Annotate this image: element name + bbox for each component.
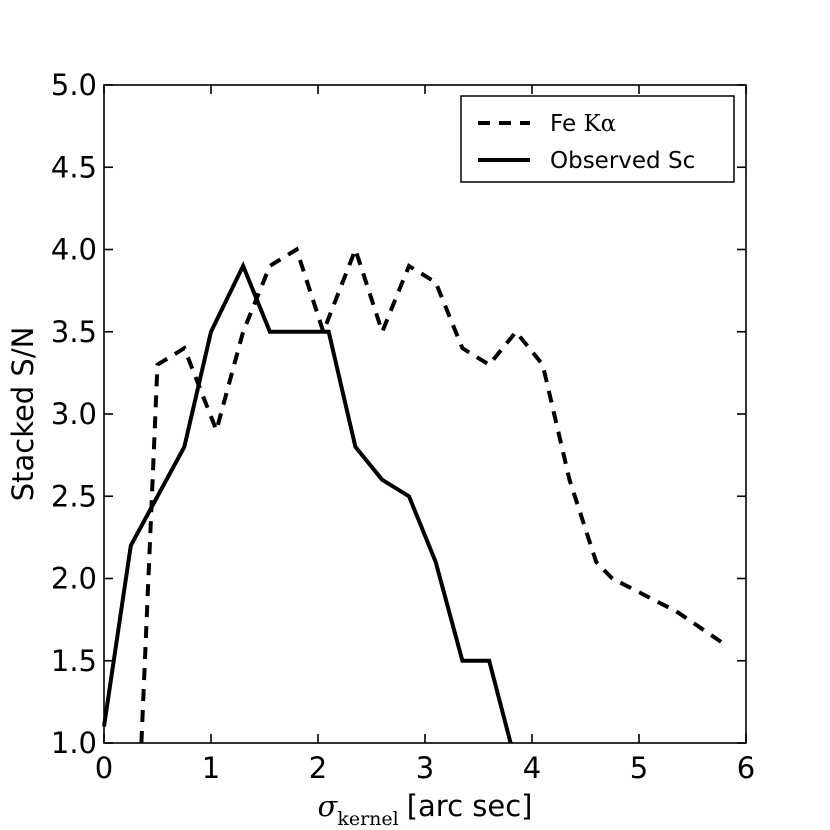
legend: Fe Kα Observed Sc bbox=[460, 95, 735, 183]
y-axis-ticks: 1.0 1.5 2.0 2.5 3.0 3.5 4.0 4.5 5.0 bbox=[51, 68, 746, 760]
y-tick-label: 4.5 bbox=[51, 150, 97, 184]
x-tick-label: 4 bbox=[523, 751, 541, 785]
x-axis-label: σkernel [arc sec] bbox=[318, 789, 533, 830]
series-layer bbox=[102, 243, 726, 744]
y-tick-label: 1.0 bbox=[51, 726, 97, 760]
legend-box bbox=[460, 95, 735, 183]
y-tick-label: 3.5 bbox=[51, 315, 97, 349]
x-axis-label-symbol: σ bbox=[318, 789, 339, 823]
x-tick-label: 6 bbox=[737, 751, 755, 785]
x-tick-label: 5 bbox=[630, 751, 648, 785]
y-axis-label: Stacked S/N bbox=[6, 327, 40, 502]
x-axis-label-subscript: kernel bbox=[337, 808, 398, 830]
series-line-observed-sc bbox=[102, 260, 513, 744]
x-tick-label: 3 bbox=[416, 751, 434, 785]
x-tick-label: 0 bbox=[95, 751, 113, 785]
plot-frame bbox=[103, 84, 747, 744]
x-tick-label: 1 bbox=[202, 751, 220, 785]
legend-label-observed-sc: Observed Sc bbox=[550, 148, 695, 174]
y-tick-label: 1.5 bbox=[51, 644, 97, 678]
legend-label-fe-ka: Fe Kα bbox=[550, 111, 616, 137]
x-axis-ticks: 0 1 2 3 4 5 6 bbox=[95, 85, 755, 785]
x-axis-label-units: [arc sec] bbox=[407, 789, 533, 823]
series-line-fe-ka bbox=[139, 243, 726, 744]
y-tick-label: 4.0 bbox=[51, 233, 97, 267]
y-tick-label: 5.0 bbox=[51, 68, 97, 102]
y-tick-label: 2.5 bbox=[51, 479, 97, 513]
y-tick-label: 2.0 bbox=[51, 562, 97, 596]
x-tick-label: 2 bbox=[309, 751, 327, 785]
y-tick-label: 3.0 bbox=[51, 397, 97, 431]
